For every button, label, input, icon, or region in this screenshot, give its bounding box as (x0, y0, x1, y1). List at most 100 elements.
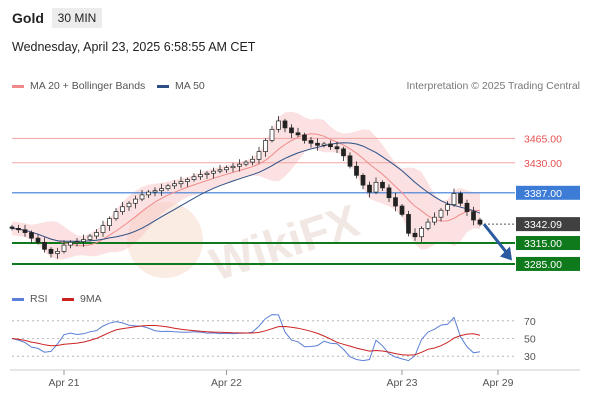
candle-body (243, 161, 249, 165)
candle-body (367, 184, 372, 193)
candle-body (139, 194, 145, 200)
x-tick-label: Apr 29 (483, 377, 514, 389)
candle-body (399, 205, 405, 215)
legend-9ma-label: 9MA (80, 293, 102, 305)
legend-rsi-label: RSI (30, 293, 48, 305)
candle-body (22, 229, 28, 233)
x-tick-label: Apr 21 (49, 377, 80, 389)
candle-body (172, 183, 177, 187)
legend-ma20-label: MA 20 + Bollinger Bands (30, 80, 146, 92)
candle-body (237, 163, 242, 167)
candle-body (393, 197, 398, 207)
candle-body (68, 241, 73, 246)
candle-body (269, 128, 275, 141)
candlestick-layer (9, 116, 483, 259)
candle-body (42, 241, 47, 250)
level-tag-3342.09 (516, 217, 580, 232)
candle-body (477, 219, 483, 225)
candle-body (178, 181, 184, 185)
level-label-3430.00: 3430.00 (524, 158, 562, 170)
level-label-3387.00: 3387.00 (524, 188, 562, 200)
candle-body (55, 251, 60, 254)
rsi-tick-30: 30 (524, 351, 536, 363)
candle-body (48, 248, 54, 254)
projection-arrow-head (500, 246, 512, 261)
candle-body (16, 228, 21, 231)
candle-body (224, 167, 229, 171)
level-label-3315.00: 3315.00 (524, 238, 562, 250)
candle-body (471, 211, 476, 221)
candle-body (100, 225, 106, 233)
legend-ma20-swatch (12, 84, 24, 88)
legend-rsi-swatch (12, 297, 24, 301)
symbol-title: Gold (12, 10, 44, 26)
time-axis: Apr 21 Apr 22 Apr 23 Apr 29 (10, 369, 580, 389)
rsi-9ma-line (11, 325, 481, 356)
candle-body (419, 228, 424, 238)
candle-body (315, 142, 320, 146)
candle-body (386, 187, 392, 199)
candle-body (445, 204, 450, 211)
rsi-tick-70: 70 (524, 316, 536, 328)
candle-body (321, 143, 327, 146)
candle-body (276, 120, 281, 130)
legend-9ma: 9MA (62, 293, 102, 305)
level-label-3285.00: 3285.00 (524, 259, 562, 271)
chart-datetime: Wednesday, April 23, 2025 6:58:55 AM CET (12, 40, 256, 54)
candle-body (256, 151, 262, 160)
candle-body (185, 179, 190, 182)
level-tag-3285.00 (516, 256, 580, 271)
chart-header: Gold 30 MIN (0, 0, 590, 38)
rsi-panel: 70 50 30 (11, 314, 536, 363)
candle-body (347, 155, 353, 167)
legend-rsi: RSI (12, 293, 48, 305)
legend-ma20: MA 20 + Bollinger Bands (12, 80, 145, 92)
candle-body (438, 209, 444, 218)
x-tick-label: Apr 22 (211, 377, 242, 389)
candle-body (133, 198, 138, 204)
candle-body (211, 170, 216, 174)
candle-body (412, 232, 418, 238)
candle-body (263, 140, 268, 152)
x-tick-label: Apr 23 (387, 377, 418, 389)
rsi-line (11, 314, 481, 362)
candle-body (432, 216, 437, 223)
candle-body (308, 140, 314, 144)
candle-body (289, 127, 294, 134)
level-label-3342.09: 3342.09 (524, 219, 562, 231)
candle-body (230, 165, 236, 169)
candle-body (74, 241, 80, 243)
candle-body (451, 193, 457, 206)
legend-ma50: MA 50 (157, 80, 205, 92)
level-tag-3387.00 (516, 185, 580, 200)
bollinger-band-layer (12, 111, 480, 260)
legend-ma50-swatch (157, 84, 169, 88)
candle-body (302, 134, 307, 141)
candle-body (126, 202, 132, 208)
candle-body (9, 226, 15, 229)
candle-body (191, 176, 197, 180)
candle-body (159, 188, 164, 192)
candle-body (87, 235, 93, 240)
legend-9ma-swatch (62, 297, 74, 301)
projection-arrow-shaft (482, 223, 510, 256)
candle-body (165, 185, 171, 189)
candle-body (35, 237, 41, 243)
bollinger-band-area (12, 111, 480, 260)
candle-body (295, 132, 301, 136)
level-label-3465.00: 3465.00 (524, 133, 562, 145)
rsi-tick-50: 50 (524, 334, 536, 346)
timeframe-badge[interactable]: 30 MIN (52, 8, 102, 28)
candle-body (282, 120, 288, 129)
candle-body (29, 232, 34, 239)
candle-body (458, 193, 463, 204)
candle-body (250, 158, 255, 163)
candle-body (464, 202, 470, 212)
candle-body (406, 214, 411, 234)
candle-body (107, 218, 112, 226)
level-tag-3315.00 (516, 236, 580, 251)
candle-body (217, 169, 223, 172)
projection-layer (482, 223, 512, 261)
legend-ma50-label: MA 50 (175, 80, 205, 92)
candle-body (380, 181, 385, 189)
